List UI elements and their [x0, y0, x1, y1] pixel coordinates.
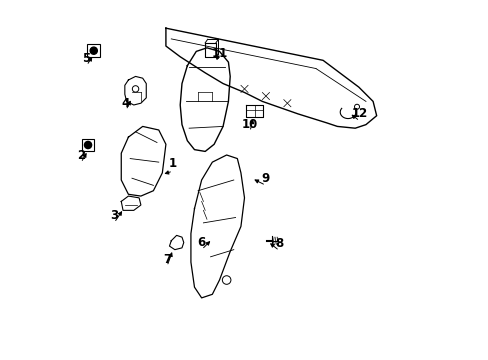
- Text: 1: 1: [169, 157, 177, 170]
- Text: 10: 10: [241, 118, 258, 131]
- Text: 8: 8: [275, 237, 283, 250]
- Text: 5: 5: [82, 52, 91, 65]
- Text: 9: 9: [261, 172, 269, 185]
- Bar: [87, 44, 100, 57]
- Text: 3: 3: [110, 209, 118, 222]
- Bar: [81, 139, 94, 152]
- Circle shape: [354, 104, 359, 109]
- Circle shape: [222, 276, 230, 284]
- Circle shape: [132, 86, 139, 92]
- Text: 4: 4: [122, 97, 130, 110]
- Circle shape: [84, 141, 91, 149]
- Text: 7: 7: [163, 253, 171, 266]
- Text: 2: 2: [77, 149, 85, 162]
- Text: 6: 6: [197, 236, 205, 249]
- Text: 12: 12: [351, 107, 367, 120]
- Circle shape: [90, 47, 97, 54]
- Text: 11: 11: [212, 47, 228, 60]
